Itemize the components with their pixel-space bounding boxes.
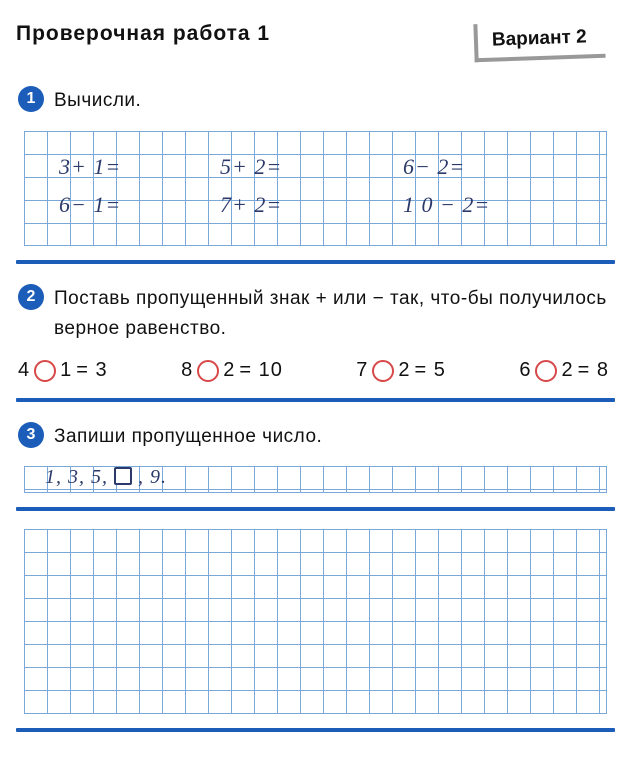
- page-title: Проверочная работа 1: [16, 22, 270, 46]
- task-1-head: 1 Вычисли.: [16, 84, 615, 115]
- blank-circle-icon[interactable]: [34, 360, 56, 382]
- eq-2-b: 2: [223, 359, 235, 382]
- task-2-prompt: Поставь пропущенный знак + или − так, чт…: [54, 282, 615, 343]
- expr-1: 3+ 1=: [59, 154, 121, 180]
- eq-4-a: 6: [519, 359, 531, 382]
- eq-2-a: 8: [181, 359, 193, 382]
- task-3-grid[interactable]: 1, 3, 5, , 9.: [24, 466, 607, 493]
- task-2-equations: 4 1 = 3 8 2 = 10 7 2 = 5 6 2 = 8: [16, 343, 615, 384]
- eq-1-a: 4: [18, 359, 30, 382]
- task-1-badge: 1: [18, 86, 44, 112]
- seq-before: 1, 3, 5,: [45, 466, 114, 488]
- task-2-badge: 2: [18, 284, 44, 310]
- task-1-grid[interactable]: 3+ 1= 5+ 2= 6− 2= 6− 1= 7+ 2= 1 0 − 2=: [24, 131, 607, 246]
- task-3-prompt: Запиши пропущенное число.: [54, 420, 322, 451]
- blank-circle-icon[interactable]: [372, 360, 394, 382]
- rule-2: [16, 398, 615, 402]
- eq-1: 4 1 = 3: [18, 359, 108, 382]
- rule-3: [16, 507, 615, 511]
- eq-3-b: 2: [398, 359, 410, 382]
- task-2-head: 2 Поставь пропущенный знак + или − так, …: [16, 282, 615, 343]
- task-1: 1 Вычисли. 3+ 1= 5+ 2= 6− 2= 6− 1= 7+ 2=…: [16, 84, 615, 246]
- task-2: 2 Поставь пропущенный знак + или − так, …: [16, 282, 615, 384]
- blank-circle-icon[interactable]: [535, 360, 557, 382]
- task-3: 3 Запиши пропущенное число. 1, 3, 5, , 9…: [16, 420, 615, 492]
- expr-5: 7+ 2=: [220, 192, 282, 218]
- eq-4-b: 2: [561, 359, 573, 382]
- expr-3: 6− 2=: [403, 154, 465, 180]
- header: Проверочная работа 1 Вариант 2: [16, 22, 615, 60]
- expr-2: 5+ 2=: [220, 154, 282, 180]
- rule-4: [16, 728, 615, 732]
- scratch-grid[interactable]: [24, 529, 607, 714]
- eq-3-rhs: = 5: [415, 359, 446, 382]
- eq-3-a: 7: [356, 359, 368, 382]
- expr-4: 6− 1=: [59, 192, 121, 218]
- eq-2: 8 2 = 10: [181, 359, 283, 382]
- seq-after: , 9.: [138, 466, 167, 488]
- task-3-head: 3 Запиши пропущенное число.: [16, 420, 615, 451]
- sequence: 1, 3, 5, , 9.: [45, 466, 167, 489]
- variant-box: Вариант 2: [474, 20, 606, 63]
- expr-6: 1 0 − 2=: [403, 192, 490, 218]
- task-1-prompt: Вычисли.: [54, 84, 141, 115]
- blank-box-icon[interactable]: [114, 467, 132, 485]
- task-3-badge: 3: [18, 422, 44, 448]
- eq-2-rhs: = 10: [239, 359, 282, 382]
- blank-circle-icon[interactable]: [197, 360, 219, 382]
- rule-1: [16, 260, 615, 264]
- eq-1-b: 1: [60, 359, 72, 382]
- eq-4: 6 2 = 8: [519, 359, 609, 382]
- worksheet-page: Проверочная работа 1 Вариант 2 1 Вычисли…: [0, 0, 631, 757]
- eq-4-rhs: = 8: [578, 359, 609, 382]
- eq-1-rhs: = 3: [76, 359, 107, 382]
- eq-3: 7 2 = 5: [356, 359, 446, 382]
